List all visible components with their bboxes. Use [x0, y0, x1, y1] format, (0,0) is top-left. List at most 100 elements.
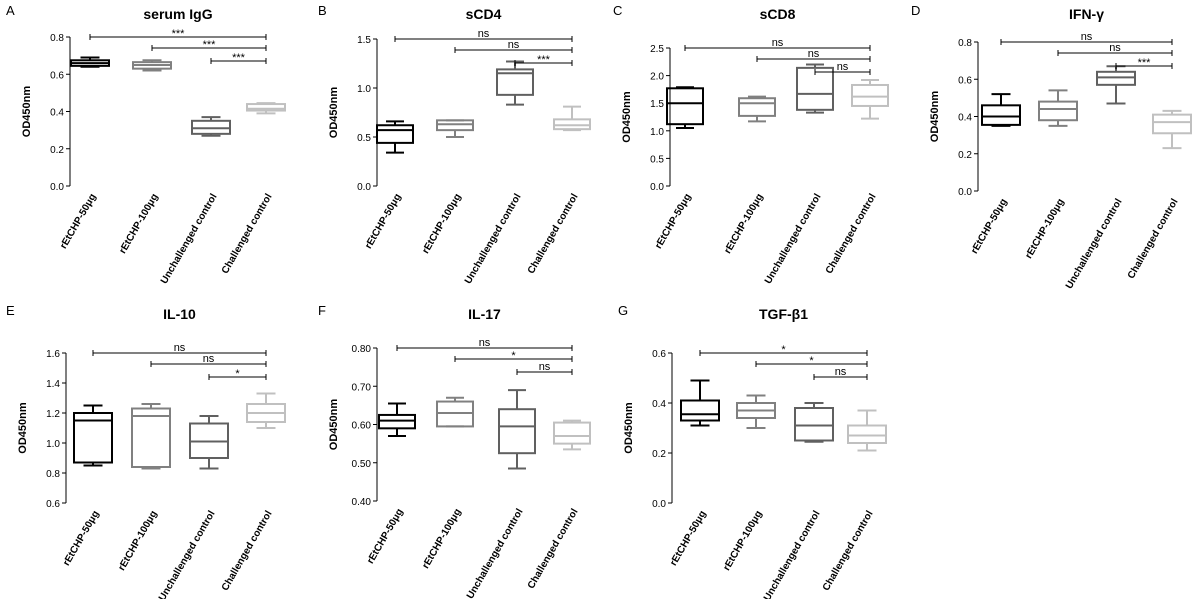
chart-title: TGF-β1: [759, 306, 808, 322]
x-tick-label: rEtCHP-50μg: [58, 192, 98, 251]
y-tick-label: 0.0: [50, 182, 64, 193]
x-tick-label: rEtCHP-50μg: [363, 192, 403, 251]
box-4: [246, 392, 286, 429]
panel-letter: C: [613, 3, 622, 18]
x-tick-label: Unchallenged control: [157, 509, 218, 599]
x-tick-label: Challenged control: [526, 507, 581, 591]
panel-E: E IL-10 0.6 0.8 1.0 1.2 1.4 1.6 OD450nm rEtCHP-50…: [6, 303, 286, 599]
box-iqr: [1038, 100, 1078, 122]
y-tick-label: 0.0: [650, 182, 664, 193]
box-2: [132, 59, 172, 72]
x-tick-label: Unchallenged control: [762, 509, 823, 599]
box-1: [981, 93, 1021, 127]
box-3: [191, 116, 231, 137]
y-tick-label: 0.6: [50, 70, 64, 81]
y-tick-label: 1.2: [46, 409, 60, 420]
box-iqr: [553, 421, 591, 445]
y-tick-label: 1.5: [650, 99, 664, 110]
box-4: [246, 102, 286, 115]
x-tick-label: rEtCHP-50μg: [969, 197, 1009, 256]
y-tick-label: 0.8: [958, 38, 972, 49]
box-iqr: [1152, 113, 1192, 135]
sig-label: *: [781, 344, 786, 356]
x-tick-label: rEtCHP-100μg: [420, 192, 463, 256]
sig-label: ***: [537, 54, 551, 66]
box-4: [1152, 109, 1192, 150]
box-iqr: [981, 104, 1021, 126]
sig-label: ns: [539, 361, 551, 373]
chart-title: IL-17: [468, 306, 501, 322]
box-iqr: [498, 408, 536, 455]
box-4: [847, 409, 887, 452]
y-tick-label: 0.0: [652, 499, 666, 510]
y-axis-title: OD450nm: [623, 402, 635, 454]
box-iqr: [131, 407, 171, 468]
box-iqr: [680, 399, 720, 422]
chart-title: IFN-γ: [1069, 6, 1104, 22]
box-1: [378, 402, 416, 437]
box-iqr: [847, 424, 887, 444]
sig-label: ns: [508, 39, 520, 51]
x-tick-label: rEtCHP-50μg: [61, 509, 101, 568]
sig-label: ***: [172, 28, 186, 40]
sig-label: ns: [835, 366, 847, 378]
x-tick-label: Challenged control: [821, 509, 876, 593]
y-tick-label: 1.0: [650, 127, 664, 138]
x-tick-label: rEtCHP-100μg: [722, 192, 765, 256]
y-tick-label: 0.80: [352, 344, 372, 355]
box-2: [1038, 89, 1078, 127]
x-tick-label: Challenged control: [526, 192, 581, 276]
panel-F: F IL-17 0.40 0.50 0.60 0.70 0.80 OD450nm rEtCHP-…: [318, 303, 591, 599]
x-tick-label: Challenged control: [1126, 197, 1181, 281]
y-tick-label: 0.4: [958, 113, 972, 124]
chart-title: sCD8: [760, 6, 796, 22]
y-tick-label: 2.0: [650, 72, 664, 83]
box-2: [436, 119, 474, 138]
box-4: [553, 419, 591, 451]
y-tick-label: 0.2: [652, 449, 666, 460]
y-tick-label: 0.50: [352, 459, 372, 470]
y-tick-label: 0.6: [652, 349, 666, 360]
x-tick-label: rEtCHP-100μg: [420, 507, 463, 571]
sig-label: *: [511, 350, 516, 362]
y-axis-title: OD450nm: [21, 86, 33, 138]
box-3: [189, 415, 229, 470]
box-3: [496, 60, 534, 106]
y-tick-label: 0.60: [352, 421, 372, 432]
x-tick-label: Unchallenged control: [763, 192, 824, 286]
box-iqr: [796, 66, 834, 111]
y-tick-label: 0.5: [357, 133, 371, 144]
box-3: [796, 63, 834, 114]
y-tick-label: 0.2: [958, 150, 972, 161]
y-tick-label: 0.4: [652, 399, 666, 410]
sig-label: ns: [1109, 42, 1121, 54]
y-axis-title: OD450nm: [17, 402, 29, 454]
box-iqr: [376, 124, 414, 144]
y-tick-label: 0.5: [650, 154, 664, 165]
sig-label: ns: [174, 342, 186, 354]
x-tick-label: rEtCHP-100μg: [117, 192, 160, 256]
panel-letter: A: [6, 3, 15, 18]
y-tick-label: 0.4: [50, 108, 64, 119]
x-tick-label: Unchallenged control: [465, 507, 526, 599]
y-tick-label: 0.8: [50, 33, 64, 44]
panel-D: D IFN-γ 0.0 0.2 0.4 0.6 0.8 OD450nm rEtCHP-50μg r…: [911, 3, 1192, 291]
sig-label: ns: [478, 28, 490, 40]
box-4: [553, 105, 591, 132]
y-tick-label: 1.4: [46, 379, 60, 390]
panel-letter: E: [6, 303, 15, 318]
box-1: [73, 404, 113, 467]
chart-title: serum IgG: [143, 6, 212, 22]
x-tick-label: rEtCHP-50μg: [653, 192, 693, 251]
y-tick-label: 0.6: [46, 499, 60, 510]
y-tick-label: 1.0: [357, 84, 371, 95]
y-tick-label: 2.5: [650, 44, 664, 55]
y-tick-label: 0.0: [357, 182, 371, 193]
x-tick-label: rEtCHP-50μg: [668, 509, 708, 568]
box-iqr: [73, 412, 113, 464]
panel-G: G TGF-β1 0.0 0.2 0.4 0.6 OD450nm rEtCHP-50μg rEt…: [618, 303, 887, 599]
